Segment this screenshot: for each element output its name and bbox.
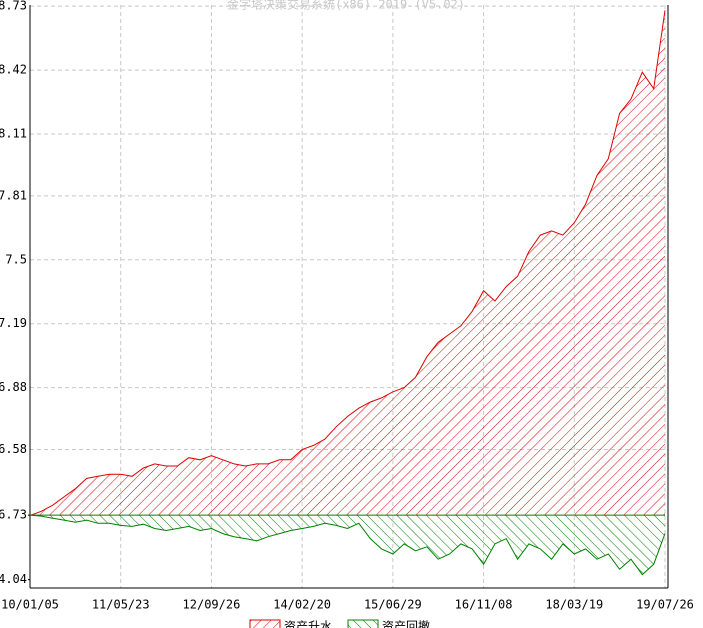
area xyxy=(30,515,665,575)
line xyxy=(29,10,666,516)
area xyxy=(30,10,665,516)
x-tick-label: 16/11/08 xyxy=(455,598,513,612)
x-tick-label: 19/07/26 xyxy=(636,598,694,612)
legend-swatch xyxy=(249,619,281,628)
y-tick-label: 7.81 xyxy=(0,188,27,202)
y2-tick-label: 6.73 xyxy=(0,508,27,522)
legend-label: 资产升水 xyxy=(284,620,332,628)
x-tick-label: 15/06/29 xyxy=(364,598,422,612)
legend-label: 资产回撤 xyxy=(382,619,430,628)
x-tick-label: 11/05/23 xyxy=(92,598,150,612)
y-tick-label: 7.19 xyxy=(0,316,27,330)
y-tick-label: 6.58 xyxy=(0,442,27,456)
line xyxy=(29,514,666,576)
x-tick-label: 12/09/26 xyxy=(183,598,241,612)
y-tick-label: 7.5 xyxy=(5,252,27,266)
y-tick-label: 6.88 xyxy=(0,380,27,394)
x-tick-label: 14/02/20 xyxy=(273,598,331,612)
y-tick-label: 8.42 xyxy=(0,63,27,77)
y2-tick-label: 4.04 xyxy=(0,572,27,586)
x-tick-label: 10/01/05 xyxy=(1,598,59,612)
x-tick-label: 18/03/19 xyxy=(545,598,603,612)
y-tick-label: 8.11 xyxy=(0,127,27,141)
y-tick-label: 8.73 xyxy=(0,0,27,13)
legend-swatch xyxy=(347,619,379,628)
